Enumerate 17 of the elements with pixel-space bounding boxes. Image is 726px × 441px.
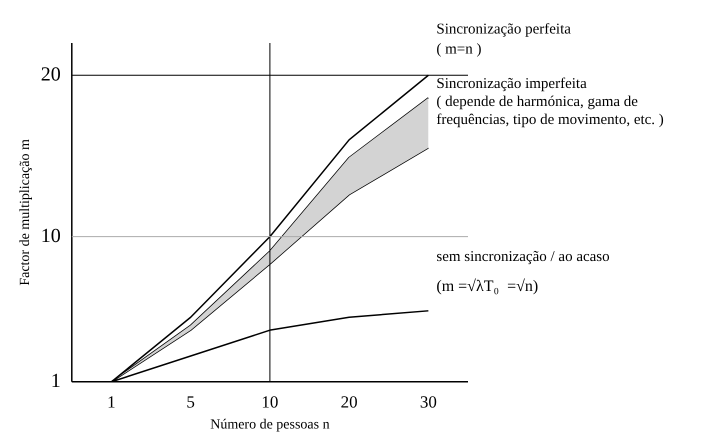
annotation: ( m=n ) [436, 41, 482, 58]
text: sem sincronização / ao acaso [436, 248, 610, 265]
y-axis-title: Factor de multiplicação m [18, 139, 34, 286]
series-label: Sincronização imperfeita [436, 76, 588, 92]
x-tick-label: 20 [340, 392, 358, 412]
text: Sincronização perfeita [436, 21, 572, 38]
x-tick-label: 1 [107, 392, 116, 412]
y-tick-label: 1 [50, 370, 61, 392]
x-tick-label: 30 [420, 392, 437, 412]
annotation: ( depende de harmónica, gama de [436, 94, 638, 110]
y-tick-label: 20 [40, 64, 61, 86]
x-axis-title: Número de pessoas n [210, 417, 330, 432]
annotation: frequências, tipo de movimento, etc. ) [436, 112, 664, 128]
y-tick-label: 10 [40, 224, 61, 247]
x-tick-label: 5 [186, 392, 195, 412]
x-tick-label: 10 [261, 392, 278, 412]
annotation: (m =√λT₀ =√n) [436, 278, 538, 295]
